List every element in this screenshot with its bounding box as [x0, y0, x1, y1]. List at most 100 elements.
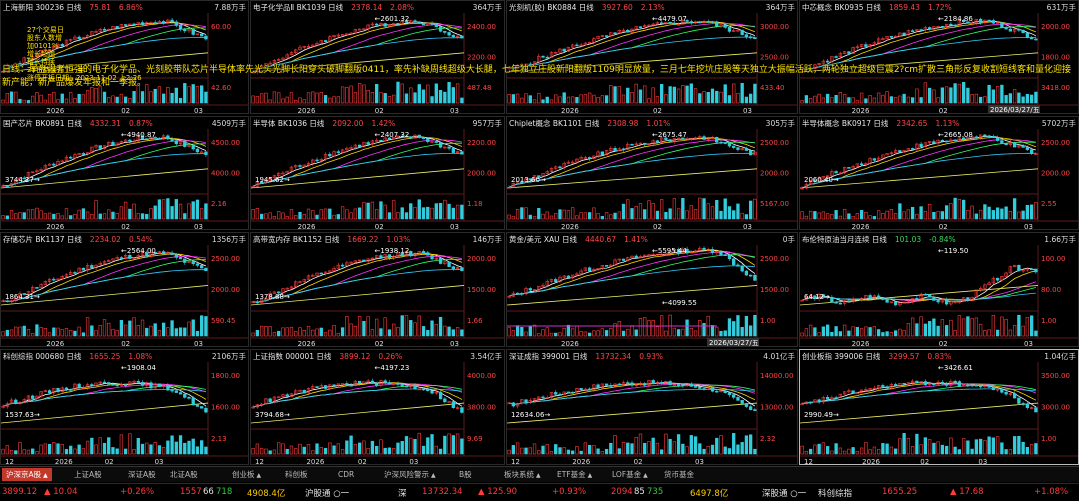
high-price-marker: ←2407.32 — [375, 131, 410, 139]
candle-body — [52, 388, 56, 394]
market-tab[interactable]: ETF基金 ▲ — [553, 468, 596, 481]
market-tab[interactable]: 板块系统 ▲ — [500, 468, 545, 481]
candle-body — [170, 138, 174, 141]
market-tab[interactable]: 科创板 — [281, 468, 312, 481]
market-tab[interactable]: CDR — [334, 468, 358, 481]
kline-panel[interactable]: 60.00 42.60 2026 02 03 上海新阳 300236 日线 75.81 6.8… — [0, 0, 249, 114]
kline-panel[interactable]: 3500.00 3000.00 1.00 12 2026 02 03 ←3426.61 2990… — [799, 349, 1079, 465]
security-name[interactable]: 上证指数 000001 日线 — [253, 352, 332, 361]
volume-bar — [949, 437, 953, 455]
northbound-sh-connect[interactable]: 沪股通 ○一 — [305, 489, 350, 499]
kline-panel[interactable]: 2000.00 1500.00 1.66 2026 02 03 ←1938.12 1378.8… — [250, 232, 505, 347]
candle-body — [617, 258, 621, 261]
ma-line — [508, 152, 755, 188]
security-name[interactable]: Chiplet概念 BK1101 日线 — [509, 119, 600, 128]
volume-bar — [537, 333, 541, 337]
volume-bar — [349, 85, 353, 104]
candle-body — [532, 289, 537, 291]
security-name[interactable]: 高带宽内存 BK1152 日线 — [253, 235, 340, 244]
market-tab[interactable]: 沪深风险警示 ▲ — [380, 468, 440, 481]
candle-body — [855, 392, 860, 395]
volume-bar — [455, 327, 460, 337]
candle-body — [128, 255, 132, 259]
sh-index-value[interactable]: 3899.12 — [2, 487, 38, 497]
kline-panel[interactable]: 2400.00 2200.00 487.48 2026 02 03 ←2601.32 电子化学… — [250, 0, 505, 114]
candle-body — [281, 288, 285, 293]
northbound-sz-connect[interactable]: 深股通 ○一 — [762, 489, 807, 499]
volume-bar — [689, 435, 693, 455]
candle-body — [558, 48, 562, 53]
sz-index-value[interactable]: 13732.34 — [422, 487, 463, 497]
kline-panel[interactable]: 2500.00 2000.00 590.45 2026 02 03 ←2564.00 1864… — [0, 232, 249, 347]
volume-bar — [889, 96, 894, 104]
volume-bar — [753, 448, 757, 455]
volume-bar — [170, 320, 174, 337]
market-tab[interactable]: LOF基金 ▲ — [608, 468, 652, 481]
security-name[interactable]: 上海新阳 300236 日线 — [3, 3, 82, 12]
security-name[interactable]: 光刻机(胶) BK0884 日线 — [509, 3, 594, 12]
candle-body — [251, 71, 255, 74]
candle-body — [830, 296, 834, 303]
volume-bar — [915, 433, 919, 455]
kline-panel[interactable]: 2500.00 1500.00 1.00 2026 ←5595.44 ←4099.55 20… — [506, 232, 798, 347]
security-name[interactable]: 存储芯片 BK1137 日线 — [3, 235, 82, 244]
kline-panel[interactable]: 100.00 80.00 1.00 2026 02 03 ←119.50 64.12→ 布伦特原… — [799, 232, 1079, 347]
candle-body — [970, 22, 974, 25]
security-name[interactable]: 国产芯片 BK0891 日线 — [3, 119, 82, 128]
market-tab[interactable]: 北证A股 — [166, 468, 202, 481]
kline-panel[interactable]: 2500.00 2000.00 5167.00 2026 02 03 ←2675.47 201… — [506, 116, 798, 230]
star-index-value[interactable]: 1655.25 — [882, 487, 918, 497]
candle-body — [73, 154, 77, 159]
kline-panel[interactable]: 2500.00 2000.00 2.55 2026 02 03 ←2665.08 2060.4… — [799, 116, 1079, 230]
candle-body — [855, 163, 860, 167]
market-tab[interactable]: B股 — [455, 468, 476, 481]
market-tab[interactable]: 沪深京A股 ▲ — [2, 468, 52, 481]
security-name[interactable]: 科创综指 000680 日线 — [3, 352, 82, 361]
volume-bar — [685, 210, 689, 220]
volume-bar — [421, 207, 426, 220]
market-tab[interactable]: 创业板 ▲ — [228, 468, 265, 481]
kline-panel[interactable]: 14000.00 13000.00 2.32 12 2026 02 03 12634.06→ 深… — [506, 349, 798, 465]
candle-body — [1017, 28, 1021, 31]
kline-panel[interactable]: 3000.00 2500.00 433.40 2026 02 03 ←4479.07 光刻机(… — [506, 0, 798, 114]
security-name[interactable]: 中芯概念 BK0935 日线 — [802, 3, 881, 12]
kline-panel[interactable]: 4500.00 4000.00 2.16 2026 02 03 ←4940.87 3744.2… — [0, 116, 249, 230]
volume-bar — [413, 206, 417, 220]
security-name[interactable]: 半导体 BK1036 日线 — [253, 119, 325, 128]
volume-bar — [264, 92, 268, 104]
candle-body — [302, 279, 306, 282]
candle-body — [702, 136, 706, 140]
market-tab[interactable]: 货币基金 — [660, 468, 698, 481]
candle-body — [52, 46, 56, 50]
volume-bar — [366, 316, 370, 337]
candle-body — [107, 29, 111, 31]
volume-bar — [1021, 210, 1025, 220]
volume-bar — [149, 208, 153, 220]
volume-bar — [579, 331, 583, 337]
kline-panel[interactable]: 2000.001800.003418.0020260203←2184.86202… — [799, 0, 1079, 114]
security-name[interactable]: 布伦特原油当月连续 日线 — [802, 235, 887, 244]
candle-body — [936, 139, 940, 144]
volume-bar — [940, 444, 945, 455]
market-tab[interactable]: 上证A股 — [70, 468, 106, 481]
candle-body — [876, 295, 881, 299]
candle-body — [357, 259, 362, 262]
security-name[interactable]: 创业板指 399006 日线 — [802, 352, 881, 361]
candle-body — [366, 24, 370, 30]
kline-panel[interactable]: 4000.00 3800.00 9.69 12 2026 02 03 ←4197.23 3794… — [250, 349, 505, 465]
volume-bar — [383, 447, 387, 455]
volume-bar — [178, 203, 183, 220]
kline-panel[interactable]: 2200.00 2000.00 1.18 2026 02 03 ←2407.32 1945.6… — [250, 116, 505, 230]
security-name[interactable]: 黄金/美元 XAU 日线 — [509, 235, 578, 244]
volume-bar — [902, 93, 906, 104]
kline-panel[interactable]: 1800.00 1600.00 2.13 12 2026 02 03 ←1908.04 1537… — [0, 349, 249, 465]
volume-bar — [991, 437, 996, 455]
security-name[interactable]: 深证成指 399001 日线 — [509, 352, 588, 361]
volume-bar — [259, 325, 264, 337]
market-tab[interactable]: 深证A股 — [124, 468, 160, 481]
volume-bar — [430, 320, 434, 337]
candle-body — [289, 52, 294, 56]
security-name[interactable]: 半导体概念 BK0917 日线 — [802, 119, 889, 128]
security-name[interactable]: 电子化学品Ⅱ BK1039 日线 — [253, 3, 344, 12]
volume-bar — [562, 209, 566, 220]
